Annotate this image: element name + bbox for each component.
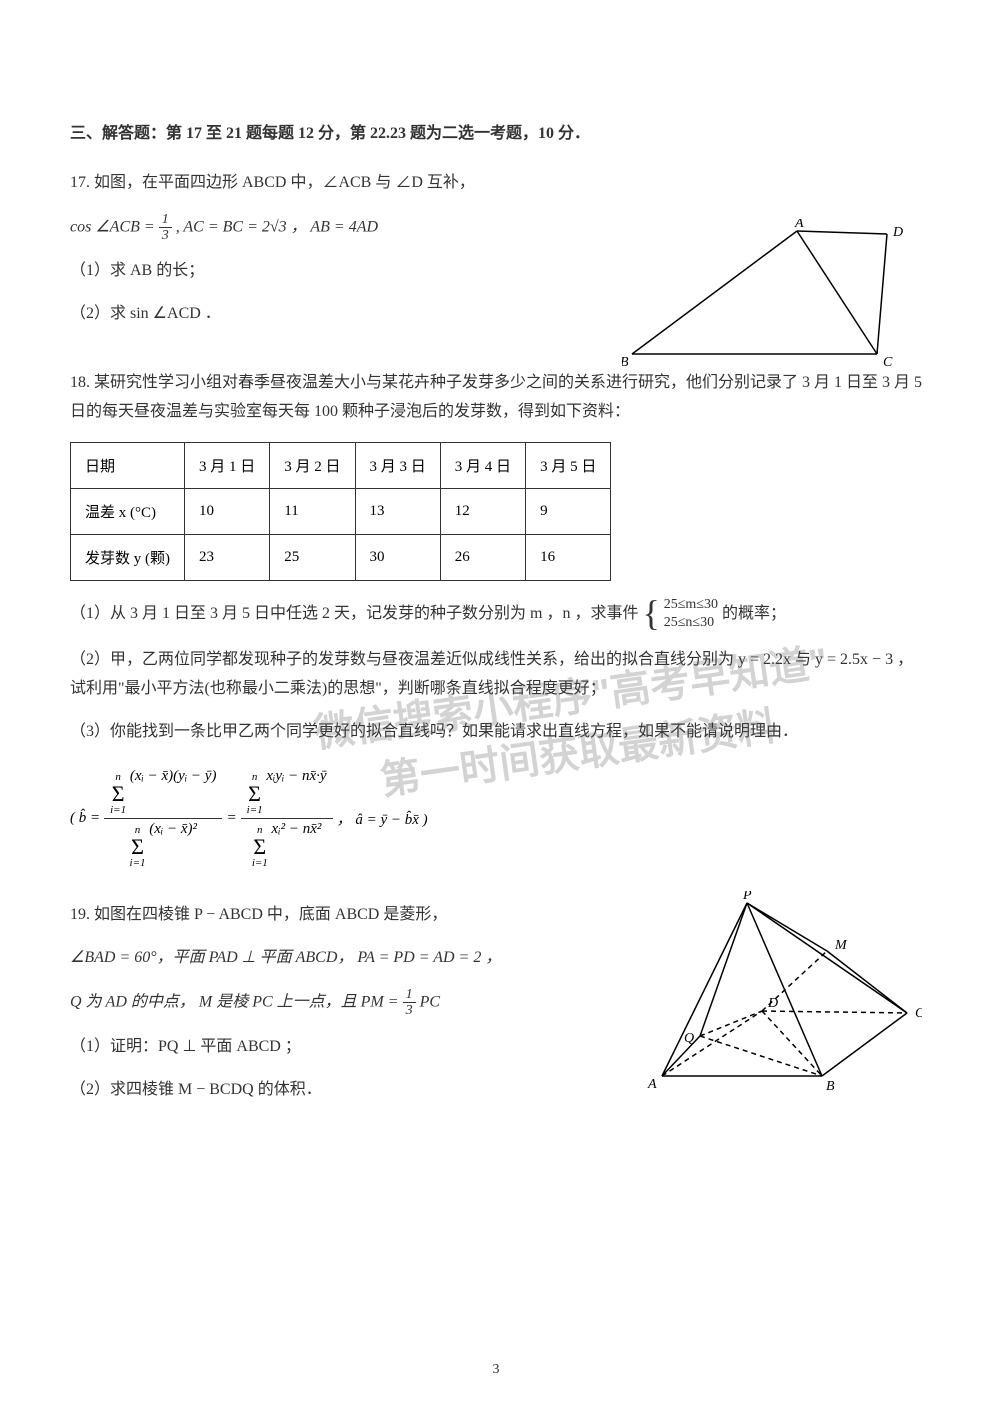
reg-den1: (xᵢ − x̄)² <box>149 821 197 837</box>
svg-text:B: B <box>826 1079 835 1091</box>
q17-frac-num: 1 <box>159 212 172 228</box>
q17-frac: 1 3 <box>159 212 172 244</box>
table-cell: 11 <box>270 488 355 534</box>
table-header-cell: 3 月 2 日 <box>270 442 355 488</box>
reg-frac1: nΣi=1 (xᵢ − x̄)(yᵢ − ȳ) nΣi=1 (xᵢ − x̄)² <box>104 766 222 871</box>
brace-left: { <box>642 599 659 628</box>
q17-ac: , AC = BC = 2 <box>176 218 270 235</box>
svg-text:M: M <box>834 938 848 953</box>
q18-part2: （2）甲，乙两位同学都发现种子的发芽数与昼夜温差近似成线性关系，给出的拟合直线分… <box>70 646 922 704</box>
table-cell: 16 <box>526 534 611 580</box>
table-cell: 12 <box>440 488 525 534</box>
table-cell: 13 <box>355 488 440 534</box>
reg-den2: xᵢ² − nx̄² <box>272 821 322 837</box>
q19-frac-num: 1 <box>403 987 416 1003</box>
table-header-cell: 日期 <box>71 442 185 488</box>
svg-text:P: P <box>742 891 752 903</box>
question-17: 17. 如图，在平面四边形 ABCD 中，∠ACB 与 ∠D 互补， cos ∠… <box>70 169 922 329</box>
reg-prefix: ( b̂ = <box>70 810 100 827</box>
table-cell: 温差 x (°C) <box>71 488 185 534</box>
q18-part1-suffix: 的概率； <box>722 604 786 621</box>
cond2: 25≤n≤30 <box>664 614 718 632</box>
q19-line3-prefix: Q 为 AD 的中点， M 是棱 PC 上一点，且 PM = <box>70 993 403 1010</box>
q18-part1-prefix: （1）从 3 月 1 日至 3 月 5 日中任选 2 天，记发芽的种子数分别为 … <box>70 604 638 621</box>
q17-frac-den: 3 <box>159 228 172 243</box>
table-header-cell: 3 月 3 日 <box>355 442 440 488</box>
svg-text:D: D <box>892 225 903 240</box>
q19-line1: 19. 如图在四棱锥 P − ABCD 中，底面 ABCD 是菱形， <box>70 901 590 930</box>
q19-line3-suffix: PC <box>420 993 440 1010</box>
svg-text:A: A <box>794 219 804 231</box>
table-cell: 25 <box>270 534 355 580</box>
svg-text:C: C <box>883 355 893 369</box>
q19-line2: ∠BAD = 60°，平面 PAD ⊥ 平面 ABCD， PA = PD = A… <box>70 944 590 973</box>
q19-part2: （2）求四棱锥 M − BCDQ 的体积． <box>70 1076 590 1105</box>
cond1: 25≤m≤30 <box>664 596 718 614</box>
q17-figure: A B C D <box>622 219 922 369</box>
brace-content: 25≤m≤30 25≤n≤30 <box>664 596 718 632</box>
q17-stem: 17. 如图，在平面四边形 ABCD 中，∠ACB 与 ∠D 互补， <box>70 169 922 198</box>
svg-text:B: B <box>622 355 629 369</box>
section-header: 三、解答题：第 17 至 21 题每题 12 分，第 22.23 题为二选一考题… <box>70 120 922 149</box>
table-cell: 23 <box>185 534 270 580</box>
table-cell: 30 <box>355 534 440 580</box>
q18-part1: （1）从 3 月 1 日至 3 月 5 日中任选 2 天，记发芽的种子数分别为 … <box>70 596 922 632</box>
table-cell: 10 <box>185 488 270 534</box>
reg-num2: xᵢyᵢ − nx̄·ȳ <box>266 768 326 784</box>
q17-cos-prefix: cos ∠ACB = <box>70 218 159 235</box>
table-header-cell: 3 月 4 日 <box>440 442 525 488</box>
svg-text:Q: Q <box>684 1031 694 1046</box>
page-number: 3 <box>493 1362 500 1378</box>
q18-stem: 18. 某研究性学习小组对春季昼夜温差大小与某花卉种子发芽多少之间的关系进行研究… <box>70 369 922 427</box>
table-cell: 发芽数 y (颗) <box>71 534 185 580</box>
question-18: 18. 某研究性学习小组对春季昼夜温差大小与某花卉种子发芽多少之间的关系进行研究… <box>70 369 922 871</box>
reg-num1: (xᵢ − x̄)(yᵢ − ȳ) <box>130 768 217 784</box>
q19-part1: （1）证明：PQ ⊥ 平面 ABCD ； <box>70 1033 590 1062</box>
q18-table: 日期3 月 1 日3 月 2 日3 月 3 日3 月 4 日3 月 5 日温差 … <box>70 442 611 581</box>
svg-text:A: A <box>647 1077 657 1091</box>
table-cell: 9 <box>526 488 611 534</box>
svg-text:D: D <box>767 996 778 1011</box>
svg-text:C: C <box>915 1006 922 1021</box>
table-header-cell: 3 月 1 日 <box>185 442 270 488</box>
question-19: 19. 如图在四棱锥 P − ABCD 中，底面 ABCD 是菱形， ∠BAD … <box>70 901 922 1104</box>
q18-part3: （3）你能找到一条比甲乙两个同学更好的拟合直线吗？如果能请求出直线方程，如果不能… <box>70 718 922 747</box>
q17-ab: ， AB = 4AD <box>287 218 378 235</box>
q17-sqrt: √3 <box>270 218 287 235</box>
q19-line3: Q 为 AD 的中点， M 是棱 PC 上一点，且 PM = 1 3 PC <box>70 987 590 1019</box>
table-cell: 26 <box>440 534 525 580</box>
q19-figure: P A B C D Q M <box>632 891 922 1091</box>
table-header-cell: 3 月 5 日 <box>526 442 611 488</box>
q18-regression-formula: ( b̂ = nΣi=1 (xᵢ − x̄)(yᵢ − ȳ) nΣi=1 (xᵢ… <box>70 766 922 871</box>
reg-eq: = <box>226 810 236 827</box>
reg-frac2: nΣi=1 xᵢyᵢ − nx̄·ȳ nΣi=1 xᵢ² − nx̄² <box>241 766 333 871</box>
q19-frac: 1 3 <box>403 987 416 1019</box>
q19-frac-den: 3 <box>403 1003 416 1018</box>
reg-suffix: ， â = ȳ − b̂x̄ ) <box>337 808 428 829</box>
